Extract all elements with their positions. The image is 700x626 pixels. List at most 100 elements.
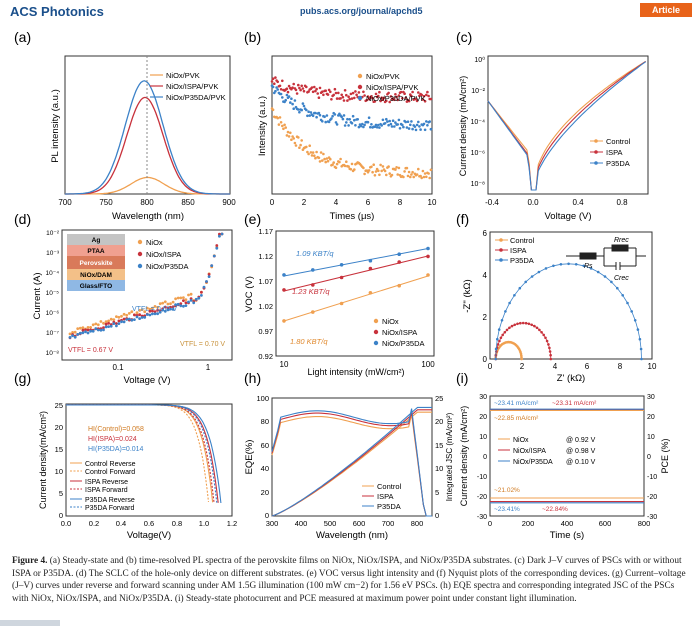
- trpl-point: [363, 123, 366, 127]
- trpl-point: [343, 124, 347, 127]
- trpl-point: [385, 99, 388, 103]
- annot-i-4: ~21.02%: [494, 487, 520, 494]
- sclc-point: [153, 310, 157, 313]
- svg-text:6: 6: [483, 229, 488, 238]
- trpl-point: [350, 97, 354, 100]
- sclc-point: [156, 312, 160, 316]
- legend-f-1: Control: [510, 236, 535, 245]
- trpl-point: [314, 111, 317, 115]
- trpl-point: [298, 86, 301, 90]
- sclc-point: [179, 302, 183, 305]
- trpl-point: [286, 130, 290, 134]
- trpl-point: [362, 90, 365, 94]
- trpl-point: [283, 123, 286, 127]
- journal-url[interactable]: pubs.acs.org/journal/apchd5: [300, 6, 423, 16]
- sclc-point: [163, 309, 167, 313]
- svg-text:-30: -30: [647, 514, 657, 521]
- sclc-point: [161, 301, 165, 305]
- trpl-point: [299, 88, 302, 92]
- sclc-point: [182, 304, 185, 308]
- trpl-point: [321, 120, 324, 123]
- sclc-point: [71, 331, 74, 334]
- sclc-point: [171, 305, 175, 309]
- voc-point: [311, 283, 315, 287]
- sclc-point: [189, 299, 193, 302]
- trpl-point: [388, 119, 392, 123]
- voc-point: [397, 252, 402, 256]
- yticks-e: 1.17 1.12 1.07 1.02 0.97 0.92: [258, 227, 273, 361]
- svg-text:100: 100: [421, 360, 435, 369]
- trpl-point: [393, 98, 396, 102]
- legend-b-3: NiOx/P35DA/PVK: [366, 94, 426, 103]
- trpl-point: [302, 89, 306, 93]
- axes-h: [271, 397, 433, 517]
- figure-4: (a) 700 750 800 850 900 Wavelength (nm) …: [14, 29, 670, 541]
- svg-text:800: 800: [638, 519, 651, 528]
- trpl-point: [381, 165, 385, 168]
- hi-labels: HI(Control)=0.058 HI(ISPA)=0.024 HI(P35D…: [88, 426, 144, 453]
- sclc-point: [125, 313, 129, 317]
- journal-header: ACS Photonics pubs.acs.org/journal/apchd…: [0, 0, 700, 22]
- trpl-point: [394, 93, 397, 96]
- axes-b: [271, 55, 433, 195]
- svg-text:20: 20: [647, 414, 655, 421]
- trpl-point: [388, 172, 392, 175]
- sclc-point: [163, 305, 167, 309]
- trpl-point: [380, 124, 384, 127]
- trpl-point: [311, 90, 315, 94]
- sclc-point: [176, 302, 180, 306]
- voc-point: [311, 268, 315, 272]
- trpl-point: [347, 95, 350, 98]
- nyquist-curve-1: [495, 341, 522, 360]
- sclc-point: [174, 303, 178, 307]
- annot-i-2: ~23.31 mA/cm²: [552, 400, 597, 407]
- trpl-point: [271, 108, 275, 112]
- trpl-point: [271, 85, 275, 89]
- nyquist-curve-2: [495, 322, 552, 360]
- sclc-point: [212, 254, 216, 258]
- sclc-point: [138, 309, 142, 312]
- voc-point: [426, 246, 430, 251]
- trpl-point: [411, 170, 414, 174]
- legend-g-4: ISPA Forward: [85, 487, 128, 494]
- trpl-point: [342, 99, 346, 102]
- trpl-point: [333, 87, 337, 91]
- trpl-point: [332, 93, 336, 97]
- sclc-point: [215, 246, 219, 250]
- sclc-point: [107, 319, 110, 323]
- trpl-point: [407, 127, 411, 130]
- curves-c: [487, 60, 647, 191]
- legend-h: Control ISPA P35DA: [362, 482, 402, 511]
- ylabel-b: Intensity (a.u.): [257, 96, 268, 156]
- trpl-point: [367, 169, 371, 172]
- y2label-i: PCE (%): [660, 438, 670, 473]
- trpl-point: [271, 77, 275, 80]
- svg-text:4: 4: [553, 362, 558, 371]
- slope-labels: 1.09 KBT/q 1.23 KBT/q 1.80 KBT/q: [290, 249, 334, 346]
- trpl-point: [322, 93, 325, 97]
- svg-text:600: 600: [599, 519, 612, 528]
- trpl-point: [309, 151, 313, 154]
- trpl-point: [323, 115, 326, 119]
- journal-name[interactable]: ACS Photonics: [10, 4, 104, 19]
- trpl-point: [366, 120, 370, 124]
- ylabel-e: VOC (V): [244, 276, 255, 312]
- trpl-point: [350, 121, 354, 125]
- svg-text:0.97: 0.97: [258, 327, 273, 336]
- legend-h-1: Control: [377, 482, 402, 491]
- annot-i-5: ~23.41%: [494, 506, 520, 513]
- panel-label-a: (a): [14, 29, 31, 45]
- svg-text:1.02: 1.02: [258, 302, 273, 311]
- eqe-curve-3: [271, 408, 432, 517]
- sclc-point: [138, 317, 142, 320]
- legend-i-3: NiOx/P35DA: [513, 459, 553, 466]
- sclc-point: [133, 313, 136, 317]
- axes-i: [489, 395, 645, 517]
- svg-text:10⁻²: 10⁻²: [46, 230, 60, 237]
- trpl-point: [285, 93, 289, 97]
- sclc-point: [86, 326, 90, 329]
- figure-caption: Figure 4. (a) Steady-state and (b) time-…: [12, 555, 688, 605]
- trpl-point: [363, 172, 366, 176]
- sclc-point: [117, 315, 121, 319]
- trpl-point: [415, 173, 419, 176]
